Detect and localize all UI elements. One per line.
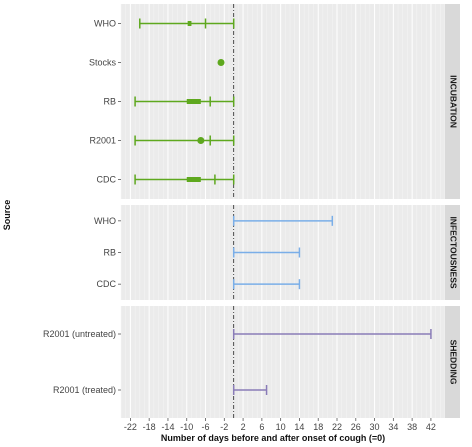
range-box [186, 99, 201, 104]
panels-layer: INCUBATIONWHOStocksRBR2001CDCINFECTOUSNE… [43, 4, 460, 418]
x-tick-label: 10 [276, 422, 286, 432]
y-axis-title: Source [2, 200, 12, 231]
row-cdc: CDC [97, 174, 235, 185]
row-r2001: R2001 [89, 135, 235, 146]
y-tick-label: R2001 (treated) [53, 385, 116, 395]
x-tick-label: 42 [426, 422, 436, 432]
panel-strip-label: INFECTOUSNESS [448, 216, 458, 288]
y-tick-label: Stocks [89, 58, 117, 68]
row-cdc: CDC [97, 279, 301, 290]
y-tick-label: RB [103, 97, 116, 107]
row-r2001-untreated-: R2001 (untreated) [43, 329, 432, 339]
x-tick-label: 18 [313, 422, 323, 432]
panel-shedding: SHEDDING R2001 (untreated) R2001 (treated) [43, 306, 460, 418]
y-tick-label: R2001 [89, 136, 116, 146]
panel-strip [445, 306, 460, 418]
y-tick-label: CDC [97, 279, 117, 289]
x-tick-label: 6 [259, 422, 264, 432]
panel-background [121, 306, 445, 418]
panel-incubation: INCUBATION WHO Stocks RB R2001 CDC [89, 4, 460, 199]
y-tick-label: WHO [94, 216, 116, 226]
x-tick-label: -18 [143, 422, 156, 432]
y-tick-label: R2001 (untreated) [43, 329, 116, 339]
panel-strip-label: SHEDDING [448, 340, 458, 385]
row-who: WHO [94, 18, 235, 29]
row-stocks: Stocks [89, 58, 225, 68]
range-box [187, 21, 192, 26]
panel-infectousness: INFECTOUSNESS WHO RB CDC [94, 205, 460, 300]
x-tick-label: -22 [124, 422, 137, 432]
x-tick-label: -14 [161, 422, 174, 432]
x-tick-label: 2 [241, 422, 246, 432]
x-tick-label: 30 [370, 422, 380, 432]
panel-strip [445, 205, 460, 300]
panel-strip [445, 4, 460, 199]
x-tick-label: 14 [294, 422, 304, 432]
y-tick-label: CDC [97, 175, 117, 185]
x-axis-title: Number of days before and after onset of… [161, 433, 385, 443]
y-tick-label: WHO [94, 19, 116, 29]
row-rb: RB [103, 247, 301, 258]
point-marker [197, 137, 205, 144]
x-tick-label: 22 [332, 422, 342, 432]
x-tick-label: 34 [388, 422, 398, 432]
point-marker [217, 59, 225, 66]
row-rb: RB [103, 96, 235, 107]
x-tick-label: 26 [351, 422, 361, 432]
row-r2001-treated-: R2001 (treated) [53, 385, 268, 395]
panel-strip-label: INCUBATION [448, 75, 458, 128]
x-tick-label: -2 [220, 422, 228, 432]
y-tick-label: RB [103, 248, 116, 258]
row-who: WHO [94, 215, 334, 226]
range-box [186, 177, 201, 182]
x-tick-label: -6 [202, 422, 210, 432]
x-axis: -22 -18 -14 -10 -6 -2 2 6 10 14 18 22 26 30 34 38 42 [124, 418, 436, 432]
x-tick-label: -10 [180, 422, 193, 432]
x-tick-label: 38 [407, 422, 417, 432]
